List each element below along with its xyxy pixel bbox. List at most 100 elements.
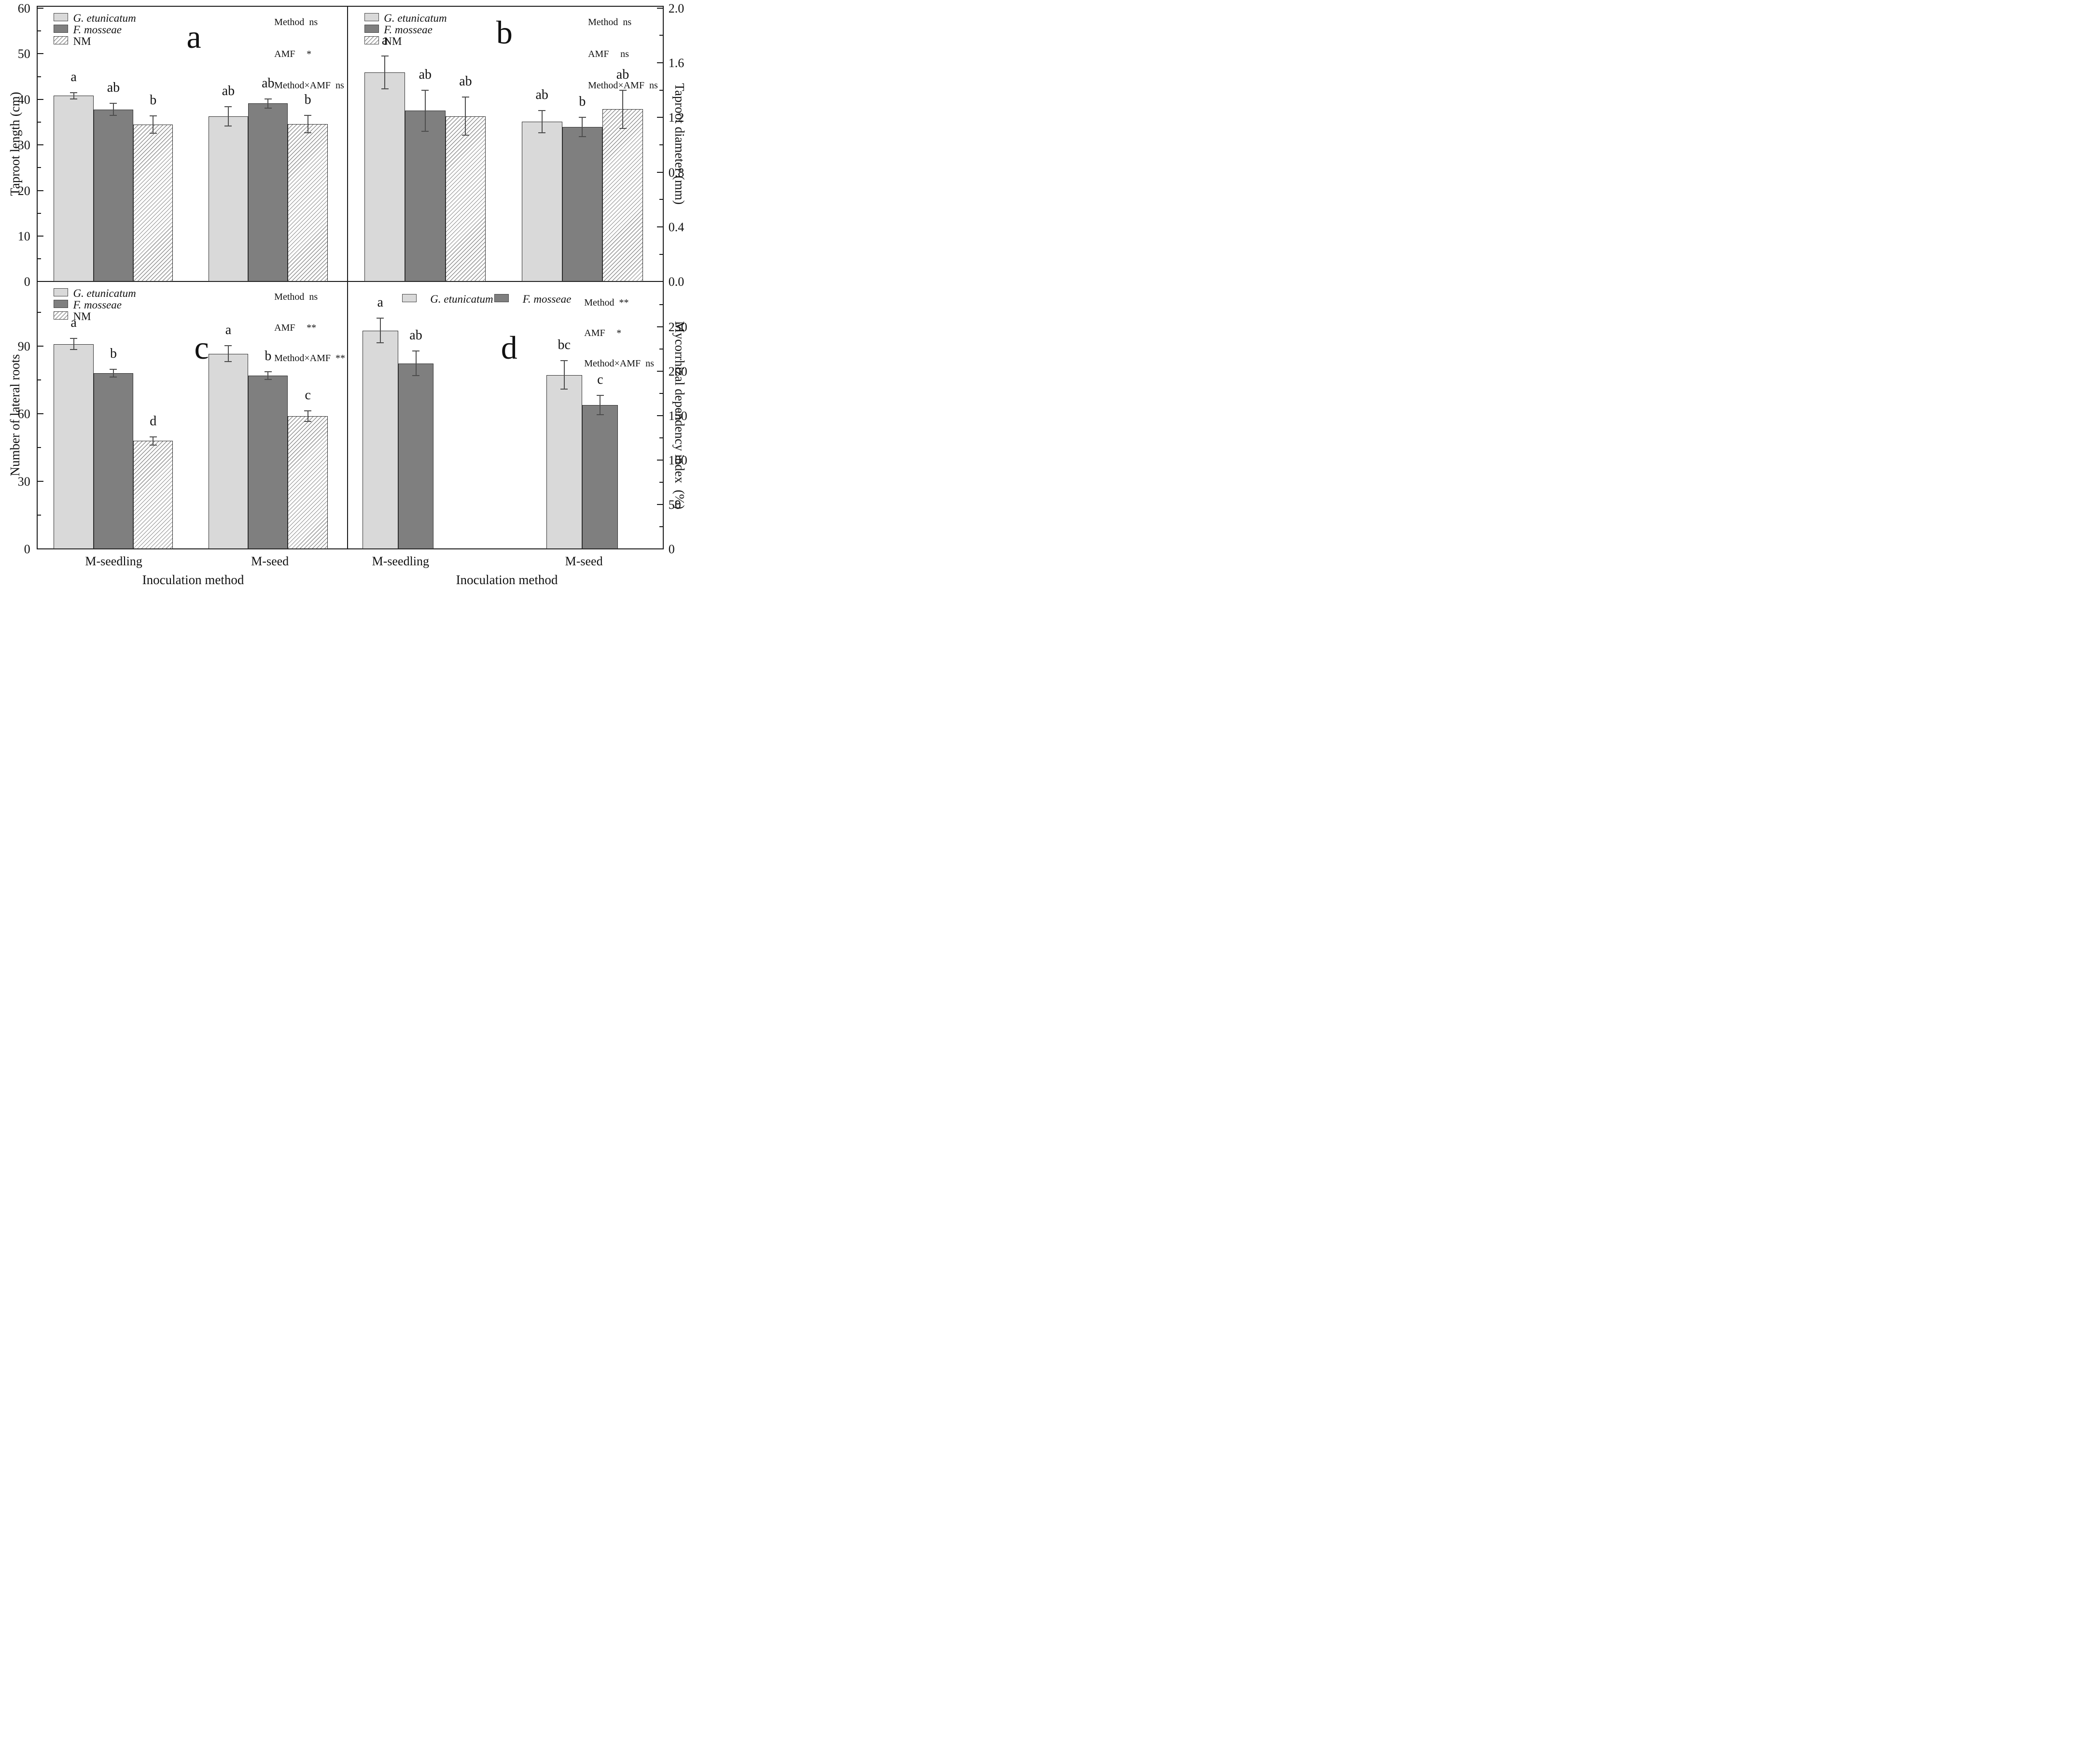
bar-b-f-mosseae-m-seed: [562, 127, 603, 282]
error-bar-cap-bottom: [264, 107, 272, 109]
stats-annotation-row: Method ns: [274, 292, 318, 302]
legend-label: G. etunicatum: [73, 287, 136, 299]
error-bar-cap-bottom: [264, 378, 272, 380]
y-minor-tick: [37, 30, 41, 32]
y-minor-tick: [37, 122, 41, 123]
bar-c-g-etunicatum-m-seed: [208, 353, 249, 549]
y-tick-label: 60: [17, 1, 30, 16]
error-bar-cap-top: [377, 317, 384, 319]
y-axis-title-taproot-length: Taproot length (cm): [8, 92, 22, 196]
y-minor-tick: [37, 379, 41, 381]
significance-letter: a: [70, 315, 77, 331]
stats-annotation-row: Method×AMF ns: [588, 81, 658, 90]
stats-significance-value: ns: [304, 17, 318, 28]
stats-significance-value: ns: [644, 80, 658, 91]
y-tick-label: 1.6: [668, 56, 684, 70]
error-bar-line: [227, 345, 229, 362]
stats-annotation-row: AMF *: [274, 49, 311, 59]
error-bar-cap-top: [70, 92, 78, 93]
legend-label: NM: [73, 35, 91, 47]
significance-letter: ab: [535, 87, 548, 103]
bar-d-f-mosseae-m-seed: [582, 405, 618, 549]
bar-a-g-etunicatum-m-seed: [208, 116, 249, 282]
bar-a-nm-m-seed: [288, 124, 328, 282]
bar-b-f-mosseae-m-seedling: [405, 111, 446, 282]
error-bar-line: [112, 369, 114, 378]
x-axis-title-left: Inoculation method: [142, 573, 244, 587]
stats-factor-label: Method: [274, 292, 305, 303]
significance-letter: a: [377, 294, 383, 310]
stats-significance-value: **: [302, 322, 317, 333]
y-major-tick: [656, 7, 663, 9]
stats-annotation-row: Method×AMF ns: [274, 81, 344, 90]
x-category-label: M-seed: [565, 554, 603, 568]
y-minor-tick: [659, 304, 663, 306]
error-bar-cap-top: [461, 96, 469, 98]
stats-significance-value: ns: [304, 292, 318, 303]
y-axis-title-taproot-diameter: Taproot diameter (mm): [672, 83, 687, 205]
error-bar-line: [415, 350, 417, 376]
y-major-tick: [37, 98, 43, 100]
stats-annotation-row: Method ns: [274, 17, 318, 27]
legend-swatch-hatch: [364, 36, 379, 44]
y-major-tick: [37, 281, 43, 282]
legend-label: NM: [73, 310, 91, 322]
bar-d-g-etunicatum-m-seedling: [362, 330, 398, 549]
error-bar-cap-bottom: [304, 421, 312, 422]
significance-letter: c: [597, 372, 603, 387]
y-tick-label: 10: [17, 229, 30, 243]
significance-letter: ab: [107, 80, 120, 96]
y-tick-label: 0.4: [668, 220, 684, 234]
error-bar-line: [379, 318, 381, 343]
error-bar-line: [600, 395, 601, 415]
bar-c-f-mosseae-m-seed: [248, 375, 288, 549]
error-bar-cap-bottom: [149, 444, 157, 446]
frame-top: [36, 6, 664, 7]
stats-annotation-row: Method **: [584, 298, 628, 308]
error-bar-cap-top: [224, 345, 232, 346]
error-bar-line: [307, 410, 308, 422]
stats-significance-value: *: [612, 328, 622, 339]
error-bar-cap-bottom: [461, 135, 469, 136]
y-major-tick: [37, 548, 43, 550]
y-major-tick: [37, 190, 43, 191]
error-bar-line: [267, 371, 269, 379]
error-bar-line: [465, 97, 466, 136]
error-bar-cap-bottom: [619, 128, 627, 129]
y-tick-label: 60: [17, 407, 30, 421]
y-major-tick: [656, 171, 663, 173]
y-major-tick: [37, 413, 43, 415]
y-tick-label: 50: [17, 47, 30, 61]
y-tick-label: 90: [17, 339, 30, 354]
y-minor-tick: [37, 515, 41, 516]
error-bar-line: [424, 90, 426, 131]
stats-significance-value: ns: [618, 17, 632, 28]
x-category-label: M-seedling: [372, 554, 430, 568]
y-minor-tick: [37, 258, 41, 260]
bar-a-nm-m-seedling: [133, 124, 173, 282]
y-major-tick: [656, 226, 663, 227]
error-bar-line: [227, 106, 229, 126]
error-bar-cap-bottom: [224, 361, 232, 363]
frame-bottom: [36, 548, 664, 550]
significance-letter: ab: [262, 75, 275, 91]
error-bar-cap-top: [596, 394, 604, 396]
significance-letter: b: [110, 346, 117, 362]
panel-letter-a: a: [186, 18, 201, 55]
bar-d-g-etunicatum-m-seed: [546, 375, 582, 549]
y-tick-label: 150: [668, 409, 687, 423]
y-major-tick: [656, 281, 663, 282]
stats-annotation-row: AMF ns: [588, 49, 629, 59]
stats-factor-label: Method: [274, 17, 305, 28]
stats-factor-label: AMF: [588, 48, 609, 59]
error-bar-cap-bottom: [149, 132, 157, 134]
y-minor-tick: [659, 437, 663, 439]
legend-label: NM: [384, 35, 402, 47]
y-major-tick: [656, 460, 663, 461]
error-bar-cap-top: [560, 360, 568, 362]
y-axis-title-lateral-roots: Number of lateral roots: [8, 354, 22, 476]
legend-label: F. mosseae: [73, 23, 122, 36]
stats-annotation-row: Method×AMF ns: [584, 359, 654, 368]
error-bar-line: [153, 436, 154, 445]
legend-swatch-dark: [364, 24, 379, 33]
